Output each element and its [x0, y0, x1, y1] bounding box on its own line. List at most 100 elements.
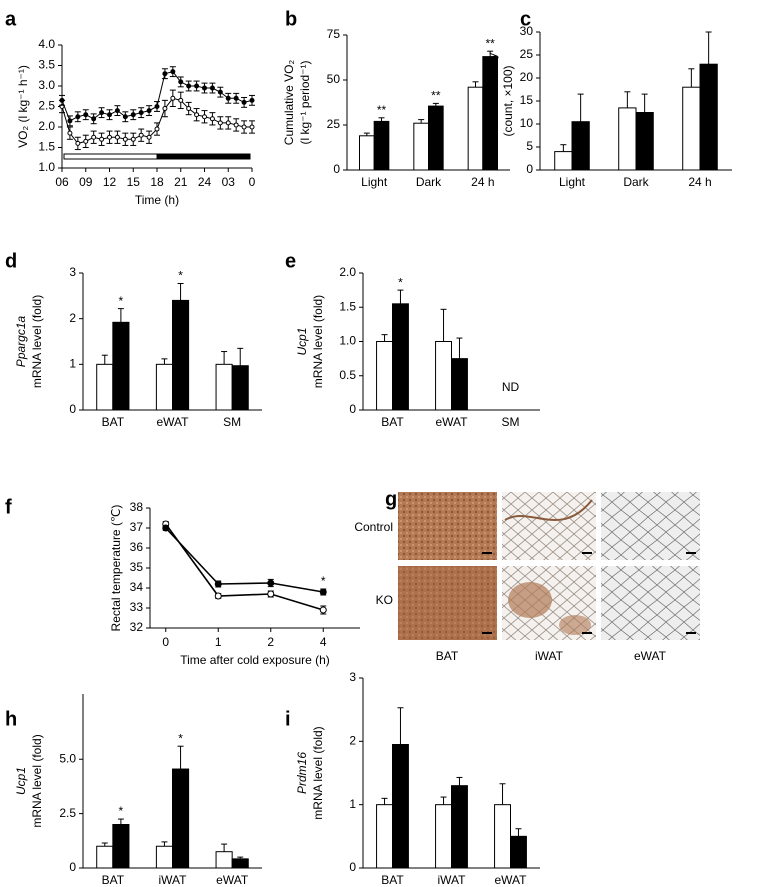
x-tick-label: SM: [223, 415, 241, 429]
column-label: iWAT: [535, 649, 564, 663]
x-tick-label: Light: [559, 175, 586, 189]
y-tick-label: 0: [69, 402, 76, 416]
bar: [376, 804, 394, 869]
y-axis-label: Ucp1: [295, 327, 309, 355]
x-tick-label: SM: [502, 415, 520, 429]
micrograph-detail: [559, 615, 591, 635]
bar: [215, 851, 233, 869]
y-axis-label: mRNA level (fold): [311, 726, 325, 819]
data-point: [233, 122, 239, 128]
y-tick-label: 0: [333, 162, 340, 176]
data-point: [146, 108, 152, 114]
series-line: [61, 71, 253, 122]
x-tick-label: 2: [267, 635, 274, 649]
data-point: [114, 134, 120, 140]
y-tick-label: 10: [520, 116, 534, 130]
bar: [392, 744, 409, 869]
panel-letter: c: [520, 8, 531, 30]
y-tick-label: 33: [130, 600, 144, 614]
x-tick-label: 03: [222, 175, 236, 189]
bar: [376, 341, 394, 411]
data-point: [217, 89, 223, 95]
y-axis-label: mRNA level (fold): [30, 295, 44, 388]
micrograph-stain: [398, 566, 497, 640]
panel-letter: h: [5, 708, 17, 730]
x-tick-label: 1: [215, 635, 222, 649]
x-tick-label: 15: [127, 175, 141, 189]
data-point: [225, 95, 231, 101]
bar: [215, 363, 233, 411]
x-axis-label: Time (h): [135, 193, 179, 207]
bar: [494, 804, 512, 869]
y-tick-label: 20: [520, 70, 534, 84]
panel-letter: f: [5, 496, 12, 518]
image-panel: g Control KO BAT iWAT eWAT: [354, 488, 700, 663]
data-point: [319, 588, 327, 596]
y-tick-label: 0: [69, 860, 76, 874]
y-tick-label: 0: [349, 402, 356, 416]
row-label: KO: [376, 593, 393, 607]
y-tick-label: 1.0: [38, 160, 55, 174]
micrograph: [502, 492, 596, 560]
significance-mark: *: [178, 731, 183, 745]
bar: [635, 112, 654, 171]
data-point: [67, 118, 73, 124]
y-tick-label: 3: [69, 265, 76, 279]
data-point: [217, 120, 223, 126]
data-point: [233, 95, 239, 101]
y-axis-label: mRNA level (fold): [311, 295, 325, 388]
light-period-bar: [63, 153, 158, 160]
x-tick-label: 0: [249, 175, 256, 189]
data-point: [114, 108, 120, 114]
panel-letter: e: [285, 250, 296, 272]
data-point: [170, 69, 176, 75]
bar: [435, 804, 453, 869]
y-axis-label: (l kg⁻¹ period⁻¹): [298, 60, 312, 144]
significance-mark: *: [321, 574, 326, 588]
data-point: [202, 85, 207, 91]
panel-letter: i: [285, 708, 291, 730]
y-tick-label: 37: [130, 520, 144, 534]
x-tick-label: 0: [162, 635, 169, 649]
data-point: [91, 116, 97, 122]
y-tick-label: 2.5: [59, 806, 76, 820]
micrograph-detail: [508, 582, 552, 618]
micrograph: [601, 566, 700, 640]
y-tick-label: 1.5: [38, 140, 55, 154]
significance-mark: *: [119, 294, 124, 308]
x-tick-label: BAT: [381, 415, 404, 429]
series-line: [165, 527, 324, 593]
series-line: [165, 523, 324, 611]
y-tick-label: 1: [69, 357, 76, 371]
data-point: [83, 138, 89, 144]
y-tick-label: 5: [526, 139, 533, 153]
bar: [155, 845, 173, 869]
x-tick-label: 12: [103, 175, 117, 189]
y-tick-label: 32: [130, 620, 144, 634]
x-tick-label: 21: [174, 175, 188, 189]
y-tick-label: 35: [130, 560, 144, 574]
y-axis-label: Prdm16: [295, 752, 309, 794]
y-axis-label: Cumulative VO₂: [282, 59, 296, 145]
data-point: [186, 106, 192, 112]
x-tick-label: iWAT: [159, 873, 188, 887]
bar: [172, 768, 190, 869]
micrograph: [601, 492, 700, 560]
y-axis-label: VO₂ (l kg⁻¹ h⁻¹): [16, 65, 30, 148]
data-point: [67, 130, 73, 136]
y-tick-label: 2.5: [38, 99, 55, 113]
y-axis-label: Ucp1: [14, 767, 28, 795]
data-point: [75, 114, 81, 120]
panel-letter: d: [5, 250, 17, 272]
x-tick-label: 4: [320, 635, 327, 649]
data-point: [194, 112, 200, 118]
data-point: [138, 132, 144, 138]
data-point: [241, 99, 247, 105]
y-axis-label: Ppargc1a: [14, 315, 28, 367]
bar: [155, 363, 173, 411]
x-tick-label: 24: [198, 175, 212, 189]
x-tick-label: eWAT: [216, 873, 249, 887]
bar: [358, 135, 375, 171]
data-point: [138, 110, 144, 116]
